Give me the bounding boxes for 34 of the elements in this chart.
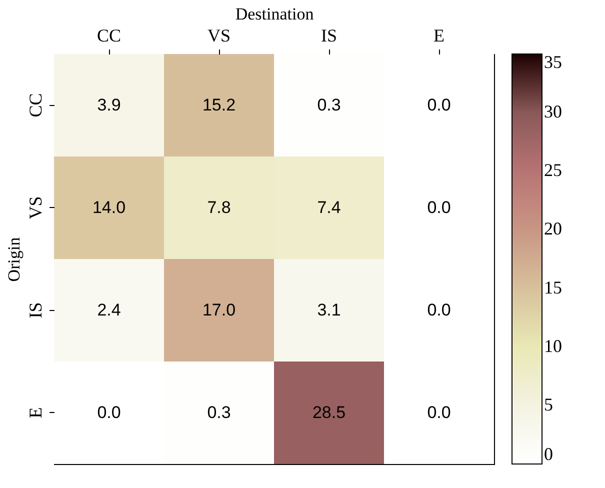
color-bar-label: 5 bbox=[544, 394, 553, 414]
data-label: 0.0 bbox=[427, 402, 451, 422]
data-label: 17.0 bbox=[202, 300, 236, 320]
data-label: 15.2 bbox=[202, 95, 236, 114]
y-tick-label: CC bbox=[26, 93, 46, 118]
x-tick-label: VS bbox=[207, 26, 231, 46]
y-tick-label: IS bbox=[26, 302, 46, 318]
color-bar-label: 0 bbox=[544, 444, 553, 464]
x-tick-label: CC bbox=[96, 26, 122, 46]
y-axis-title: Origin bbox=[4, 236, 24, 282]
data-label: 0.3 bbox=[317, 95, 341, 114]
x-tick-label: E bbox=[434, 26, 444, 46]
x-axis-title: Destination bbox=[235, 4, 314, 24]
data-label: 7.4 bbox=[317, 198, 341, 217]
data-label: 0.0 bbox=[427, 300, 451, 320]
data-label: 0.0 bbox=[427, 95, 451, 114]
data-label: 2.4 bbox=[97, 300, 121, 320]
color-bar-label: 15 bbox=[544, 277, 562, 298]
x-tick-label: IS bbox=[320, 26, 338, 46]
y-tick-label: VS bbox=[26, 196, 46, 220]
data-label: 0.3 bbox=[207, 402, 231, 422]
data-label: 7.8 bbox=[207, 198, 231, 217]
data-label: 3.9 bbox=[97, 95, 121, 114]
color-bar-label: 30 bbox=[544, 102, 562, 122]
data-label: 3.1 bbox=[317, 300, 341, 320]
color-bar-label: 25 bbox=[544, 160, 562, 180]
color-bar-label: 35 bbox=[544, 52, 562, 72]
y-tick-label: E bbox=[26, 407, 46, 418]
data-label: 0.0 bbox=[427, 198, 451, 217]
data-label: 14.0 bbox=[92, 198, 126, 217]
data-label: 28.5 bbox=[312, 402, 346, 422]
data-label: 0.0 bbox=[97, 402, 121, 422]
color-bar-label: 20 bbox=[544, 218, 562, 239]
color-bar-label: 10 bbox=[544, 336, 562, 356]
